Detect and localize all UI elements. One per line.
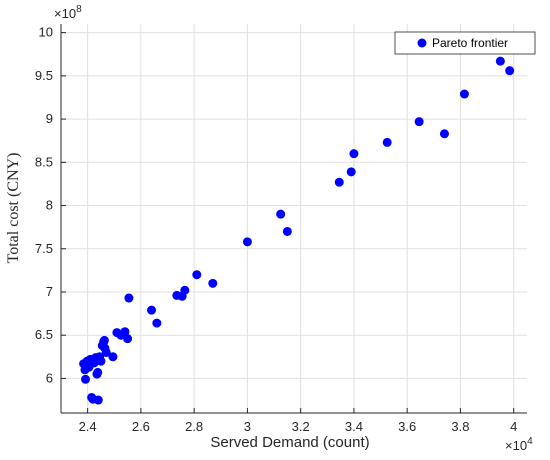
y-tick-label: 7.5: [35, 241, 53, 256]
data-point: [192, 270, 202, 280]
data-point: [124, 293, 134, 303]
x-tick-label: 3.6: [398, 419, 416, 434]
x-tick-label: 4: [510, 419, 517, 434]
data-point: [120, 327, 130, 337]
data-point: [439, 129, 449, 139]
legend-marker: [417, 38, 427, 48]
y-axis-label: Total cost (CNY): [5, 153, 22, 264]
data-point: [96, 356, 106, 366]
y-tick-label: 8: [46, 198, 53, 213]
y-exponent-base: ×10: [54, 6, 76, 21]
x-tick-label: 3: [244, 419, 251, 434]
data-point: [80, 374, 90, 384]
data-point: [282, 226, 292, 236]
x-axis-label: Served Demand (count): [210, 434, 369, 451]
tick-labels: 2.4 2.6 2.8 3 3.2 3.4 3.6 3.8 4 6 6.5 7 7.5 8 8.5 9 9.5 1…: [35, 25, 517, 434]
legend-label: Pareto frontier: [432, 36, 508, 50]
data-point: [180, 285, 190, 295]
y-tick-label: 8.5: [35, 154, 53, 169]
data-point: [147, 305, 157, 315]
data-point: [334, 177, 344, 187]
x-tick-label: 2.6: [132, 419, 150, 434]
x-exponent-power: 4: [527, 436, 533, 447]
legend-box: [394, 31, 536, 55]
data-point: [152, 318, 162, 328]
x-tick-label: 2.8: [185, 419, 203, 434]
data-point: [505, 66, 515, 76]
data-point: [108, 352, 118, 362]
y-tick-label: 9: [46, 111, 53, 126]
data-point: [495, 56, 505, 66]
data-point: [123, 334, 133, 344]
x-tick-label: 3.4: [345, 419, 363, 434]
data-points: [79, 56, 515, 405]
x-tick-label: 2.4: [79, 419, 97, 434]
data-point: [459, 89, 469, 99]
y-exponent-label: ×108: [54, 4, 82, 21]
x-exponent-label: ×104: [505, 436, 533, 453]
data-point: [346, 167, 356, 177]
data-point: [349, 149, 359, 159]
data-point: [242, 237, 252, 247]
data-point: [101, 347, 111, 357]
data-point: [382, 137, 392, 147]
y-tick-label: 6: [46, 370, 53, 385]
data-point: [99, 335, 109, 345]
grid: [61, 24, 527, 413]
data-point: [93, 367, 103, 377]
data-point: [93, 395, 103, 405]
legend: Pareto frontier: [394, 31, 536, 55]
data-point: [414, 117, 424, 127]
y-tick-label: 6.5: [35, 327, 53, 342]
axes: [60, 24, 527, 414]
y-tick-label: 10: [39, 25, 53, 40]
x-tick-label: 3.2: [292, 419, 310, 434]
y-tick-label: 7: [46, 284, 53, 299]
data-point: [208, 278, 218, 288]
x-exponent-base: ×10: [505, 438, 527, 453]
y-tick-label: 9.5: [35, 68, 53, 83]
y-exponent-power: 8: [76, 4, 82, 15]
x-tick-label: 3.8: [451, 419, 469, 434]
data-point: [276, 209, 286, 219]
